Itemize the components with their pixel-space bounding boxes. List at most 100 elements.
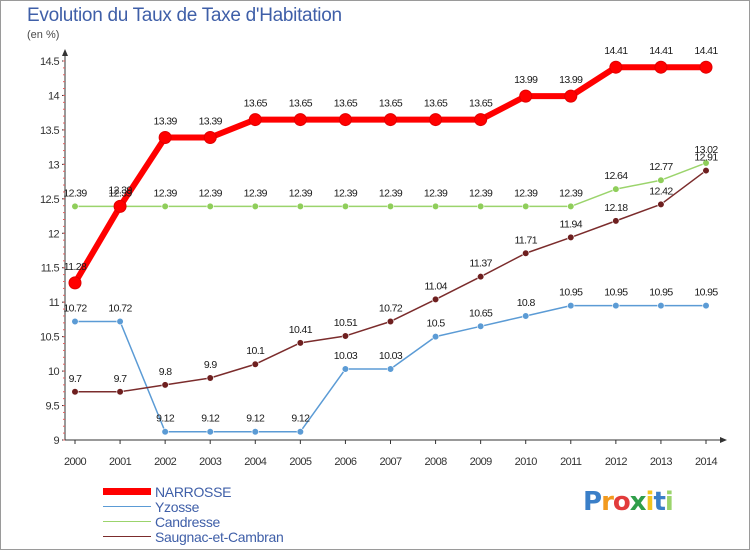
data-label-saugnac: 12.18 [604,202,628,214]
data-label-saugnac: 12.91 [694,152,718,164]
legend-swatch-candresse [103,520,151,523]
data-label-narrosse: 11.28 [64,261,87,273]
legend-label-narrosse: NARROSSE [155,483,232,500]
data-label-narrosse: 13.99 [514,74,538,86]
data-point-narrosse [474,113,488,127]
data-point-yzosse [522,312,530,320]
data-label-saugnac: 9.7 [69,373,83,385]
data-label-yzosse: 9.12 [201,413,220,425]
y-tick-label: 14.5 [40,56,59,68]
legend-item-saugnac: Saugnac-et-Cambran [103,528,284,545]
legend-label-candresse: Candresse [155,513,221,530]
logo-letter: i [664,487,674,517]
data-point-narrosse [609,60,623,74]
y-tick-label: 11.5 [41,263,60,275]
data-label-candresse: 12.39 [108,187,132,199]
data-label-narrosse: 12.39 [108,184,132,196]
data-point-narrosse [519,89,533,103]
data-point-saugnac [567,233,575,242]
data-label-narrosse: 13.65 [424,98,448,110]
data-point-narrosse [654,60,668,74]
x-tick-label: 2013 [650,456,673,468]
data-point-candresse [612,185,620,193]
data-label-yzosse: 9.12 [291,413,310,425]
x-tick-label: 2004 [244,456,267,468]
data-label-yzosse: 10.95 [604,287,628,299]
data-point-candresse [431,202,440,210]
data-point-yzosse [477,322,485,330]
data-label-candresse: 12.39 [289,187,313,199]
y-tick-label: 12 [48,228,60,240]
data-point-candresse [71,202,79,210]
data-label-narrosse: 13.39 [199,115,223,127]
data-label-yzosse: 10.95 [694,287,718,299]
y-tick-label: 13.5 [40,125,59,137]
data-point-saugnac [341,332,350,340]
data-label-saugnac: 11.71 [514,234,537,246]
data-point-saugnac [251,360,259,368]
data-label-yzosse: 10.03 [379,350,403,362]
y-tick-label: 12.5 [40,194,59,206]
data-point-yzosse [612,302,620,310]
y-tick-label: 14 [48,90,60,102]
data-point-candresse [477,202,485,210]
data-point-candresse [386,202,395,210]
data-point-saugnac [206,374,214,382]
data-label-candresse: 12.39 [469,187,493,199]
data-label-narrosse: 13.65 [244,98,268,110]
data-point-candresse [251,202,259,210]
data-label-narrosse: 13.39 [154,115,178,127]
data-label-yzosse: 10.95 [559,287,583,299]
data-point-candresse [296,202,304,210]
data-point-saugnac [702,166,710,175]
data-point-yzosse [702,302,710,310]
legend-label-saugnac: Saugnac-et-Cambran [155,528,284,545]
data-point-saugnac [657,200,665,208]
data-point-narrosse [113,199,127,213]
data-point-yzosse [206,428,214,436]
data-point-candresse [161,202,169,210]
data-label-yzosse: 10.03 [334,350,358,362]
y-tick-label: 10 [48,366,60,378]
data-point-yzosse [296,428,304,436]
data-label-yzosse: 10.5 [427,318,446,330]
data-label-saugnac: 10.72 [379,302,403,314]
data-point-yzosse [341,365,350,373]
data-point-narrosse [293,113,307,127]
x-tick-label: 2009 [470,456,493,468]
y-tick-label: 10.5 [40,332,59,344]
data-label-candresse: 12.39 [424,187,448,199]
data-point-saugnac [431,295,440,304]
x-tick-label: 2005 [289,456,312,468]
data-point-yzosse [161,428,169,436]
x-tick-label: 2006 [334,456,357,468]
data-point-narrosse [338,113,352,127]
data-label-saugnac: 12.42 [649,185,673,197]
data-point-saugnac [522,249,530,257]
x-tick-label: 2008 [425,456,448,468]
data-label-saugnac: 10.1 [246,345,265,357]
data-label-yzosse: 9.12 [246,413,265,425]
data-point-candresse [702,159,710,167]
data-point-saugnac [116,388,124,396]
data-point-narrosse [158,130,172,144]
data-label-candresse: 12.77 [649,161,673,173]
data-point-candresse [341,202,350,210]
data-label-narrosse: 13.65 [289,98,313,110]
data-label-saugnac: 9.8 [159,366,173,378]
data-point-yzosse [386,365,395,373]
data-point-yzosse [657,302,665,310]
logo-letter: r [601,487,614,517]
data-label-candresse: 12.39 [559,187,583,199]
legend-item-yzosse: Yzosse [103,499,283,515]
data-label-saugnac: 11.37 [469,258,492,270]
x-axis-arrow [720,437,727,443]
data-point-yzosse [251,428,259,436]
data-label-candresse: 12.64 [604,170,628,182]
data-label-saugnac: 11.94 [560,218,583,230]
legend: NARROSSE Yzosse Candresse Saugnac-et-Cam… [103,483,284,545]
data-label-yzosse: 10.8 [517,297,536,309]
data-label-narrosse: 14.41 [694,45,718,57]
data-point-saugnac [612,217,620,225]
